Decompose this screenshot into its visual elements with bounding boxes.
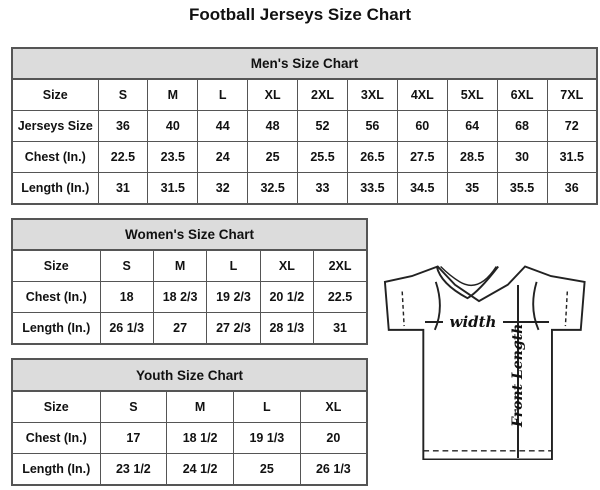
table-cell: L xyxy=(197,78,249,111)
table-cell: 18 xyxy=(99,281,154,313)
table-cell: 23 1/2 xyxy=(99,453,168,486)
width-label: width xyxy=(450,313,497,331)
front-length-label: Front Length xyxy=(510,324,526,428)
table-cell: 52 xyxy=(297,110,348,142)
table-cell: 26 1/3 xyxy=(299,453,368,486)
table-cell: 20 xyxy=(299,422,368,454)
table-cell: 26.5 xyxy=(346,141,398,173)
table-cell: 36 xyxy=(97,110,149,142)
table-title: Men's Size Chart xyxy=(11,47,598,80)
table-row: Length (In.) 23 1/2 24 1/2 25 26 1/3 xyxy=(11,453,368,486)
youth-size-table: Youth Size Chart Size S M L XL Chest (In.) 17 18… xyxy=(11,358,368,486)
table-row: Jerseys Size 36 40 44 48 52 56 60 64 68 72 xyxy=(11,110,598,142)
table-cell: 33.5 xyxy=(346,172,398,205)
table-cell: S xyxy=(99,249,154,282)
table-cell: 7XL xyxy=(546,78,598,111)
table-cell: 22.5 xyxy=(97,141,149,173)
row-label: Chest (In.) xyxy=(11,141,99,173)
table-cell: 40 xyxy=(147,110,199,142)
table-cell: 20 1/2 xyxy=(259,281,315,313)
table-cell: 60 xyxy=(396,110,448,142)
table-cell: 18 2/3 xyxy=(152,281,208,313)
row-label: Size xyxy=(11,390,101,423)
table-row: Chest (In.) 17 18 1/2 19 1/3 20 xyxy=(11,422,368,454)
table-cell: 32 xyxy=(197,172,249,205)
table-cell: 19 1/3 xyxy=(233,422,301,454)
row-label: Length (In.) xyxy=(11,172,99,205)
row-label: Size xyxy=(11,249,101,282)
table-cell: XL xyxy=(259,249,315,282)
row-label: Jerseys Size xyxy=(11,110,99,142)
jersey-outline xyxy=(383,265,586,460)
table-cell: 6XL xyxy=(496,78,548,111)
table-title: Youth Size Chart xyxy=(11,358,368,392)
mens-size-table: Men's Size Chart Size S M L XL 2XL 3XL 4XL 5XL 6XL… xyxy=(11,47,598,205)
table-cell: 31.5 xyxy=(147,172,199,205)
table-cell: 33 xyxy=(297,172,348,205)
table-cell: L xyxy=(233,390,301,423)
table-cell: 31 xyxy=(97,172,149,205)
table-row: Size S M L XL 2XL xyxy=(11,249,368,282)
table-cell: 25.5 xyxy=(297,141,348,173)
table-cell: 44 xyxy=(197,110,249,142)
table-cell: 68 xyxy=(496,110,548,142)
table-cell: XL xyxy=(247,78,299,111)
table-cell: 18 1/2 xyxy=(166,422,234,454)
table-cell: S xyxy=(97,78,149,111)
table-cell: 22.5 xyxy=(313,281,368,313)
table-cell: 32.5 xyxy=(247,172,299,205)
table-cell: 24 1/2 xyxy=(166,453,234,486)
table-cell: L xyxy=(206,249,261,282)
table-cell: 25 xyxy=(233,453,301,486)
table-cell: 2XL xyxy=(297,78,348,111)
table-row: Length (In.) 31 31.5 32 32.5 33 33.5 34.5 35 35.5… xyxy=(11,172,598,205)
table-cell: 36 xyxy=(546,172,598,205)
table-cell: 34.5 xyxy=(396,172,448,205)
table-cell: 2XL xyxy=(313,249,368,282)
table-row: Length (In.) 26 1/3 27 27 2/3 28 1/3 31 xyxy=(11,312,368,345)
table-cell: 35.5 xyxy=(496,172,548,205)
jersey-diagram: width Front Length xyxy=(383,265,586,460)
row-label: Chest (In.) xyxy=(11,281,101,313)
table-cell: 28.5 xyxy=(446,141,498,173)
table-row: Chest (In.) 22.5 23.5 24 25 25.5 26.5 27.5 28.5 3… xyxy=(11,141,598,173)
table-cell: 19 2/3 xyxy=(206,281,261,313)
row-label: Chest (In.) xyxy=(11,422,101,454)
table-cell: 25 xyxy=(247,141,299,173)
table-cell: 24 xyxy=(197,141,249,173)
womens-size-table: Women's Size Chart Size S M L XL 2XL Chest (In.… xyxy=(11,218,368,345)
table-cell: 31 xyxy=(313,312,368,345)
table-cell: 23.5 xyxy=(147,141,199,173)
table-cell: 17 xyxy=(99,422,168,454)
row-label: Size xyxy=(11,78,99,111)
row-label: Length (In.) xyxy=(11,453,101,486)
table-cell: XL xyxy=(299,390,368,423)
table-row: Chest (In.) 18 18 2/3 19 2/3 20 1/2 22.5 xyxy=(11,281,368,313)
table-cell: 30 xyxy=(496,141,548,173)
table-cell: 72 xyxy=(546,110,598,142)
table-row: Size S M L XL 2XL 3XL 4XL 5XL 6XL 7XL xyxy=(11,78,598,111)
table-cell: 48 xyxy=(247,110,299,142)
table-cell: 28 1/3 xyxy=(259,312,315,345)
table-cell: 5XL xyxy=(446,78,498,111)
table-cell: S xyxy=(99,390,168,423)
table-cell: 27 2/3 xyxy=(206,312,261,345)
table-cell: 3XL xyxy=(346,78,398,111)
table-cell: M xyxy=(152,249,208,282)
table-cell: 31.5 xyxy=(546,141,598,173)
table-cell: 27.5 xyxy=(396,141,448,173)
table-cell: 26 1/3 xyxy=(99,312,154,345)
page-title: Football Jerseys Size Chart xyxy=(188,5,412,24)
table-cell: 27 xyxy=(152,312,208,345)
table-title: Women's Size Chart xyxy=(11,218,368,251)
table-cell: 4XL xyxy=(396,78,448,111)
table-cell: M xyxy=(147,78,199,111)
table-cell: M xyxy=(166,390,234,423)
row-label: Length (In.) xyxy=(11,312,101,345)
table-row: Size S M L XL xyxy=(11,390,368,423)
table-cell: 64 xyxy=(446,110,498,142)
table-cell: 56 xyxy=(346,110,398,142)
table-cell: 35 xyxy=(446,172,498,205)
